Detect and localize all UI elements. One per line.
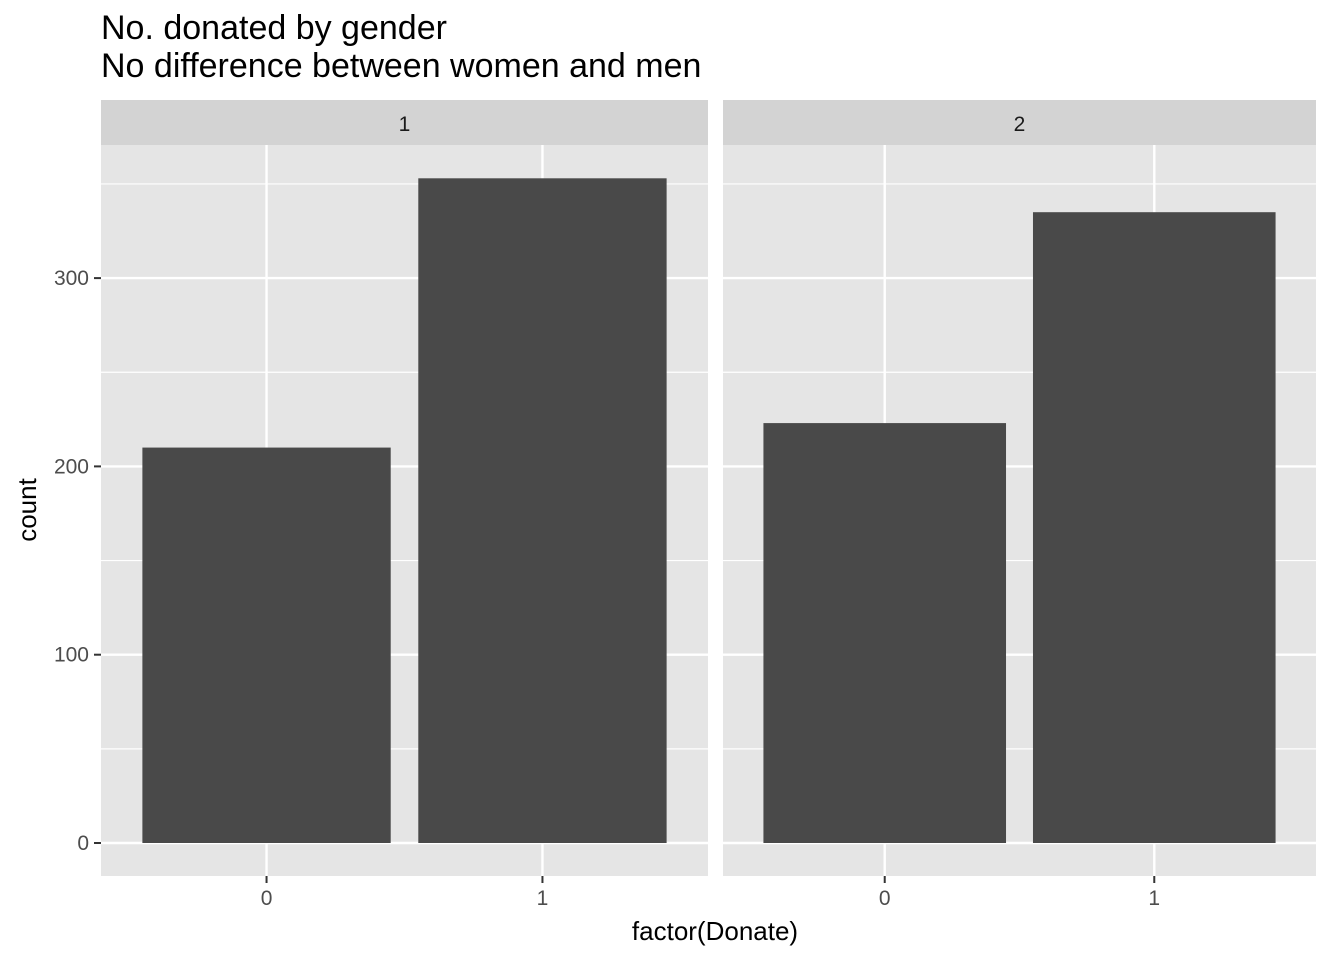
y-tick-label: 200 (54, 455, 89, 478)
bar-panel-1-cat-0 (142, 447, 391, 843)
bar-panel-2-cat-0 (763, 423, 1007, 843)
bar-panel-1-cat-1 (418, 178, 667, 843)
y-axis-title: count (12, 477, 42, 541)
chart-title: No. donated by gender (101, 9, 447, 47)
facet-strip-label: 2 (1014, 113, 1026, 136)
facet-panel-2: 2 0 1 (723, 100, 1316, 910)
x-axis-title: factor(Donate) (632, 916, 798, 946)
y-tick-label: 100 (54, 644, 89, 667)
y-tick-label: 300 (54, 267, 89, 290)
facet-panels: 1 0 1 2 0 1 (101, 100, 1316, 910)
facet-strip (723, 100, 1316, 145)
facet-panel-1: 1 0 1 (101, 100, 708, 910)
chart-subtitle: No difference between women and men (101, 47, 701, 85)
x-tick-label: 0 (879, 887, 891, 910)
x-tick-label: 1 (1148, 887, 1160, 910)
bar-panel-2-cat-1 (1032, 212, 1276, 843)
y-axis: 0 100 200 300 (54, 267, 101, 855)
x-tick-label: 0 (261, 887, 273, 910)
facet-strip-label: 1 (399, 113, 411, 136)
x-tick-label: 1 (537, 887, 549, 910)
facet-strip (101, 100, 708, 145)
y-tick-label: 0 (77, 832, 89, 855)
